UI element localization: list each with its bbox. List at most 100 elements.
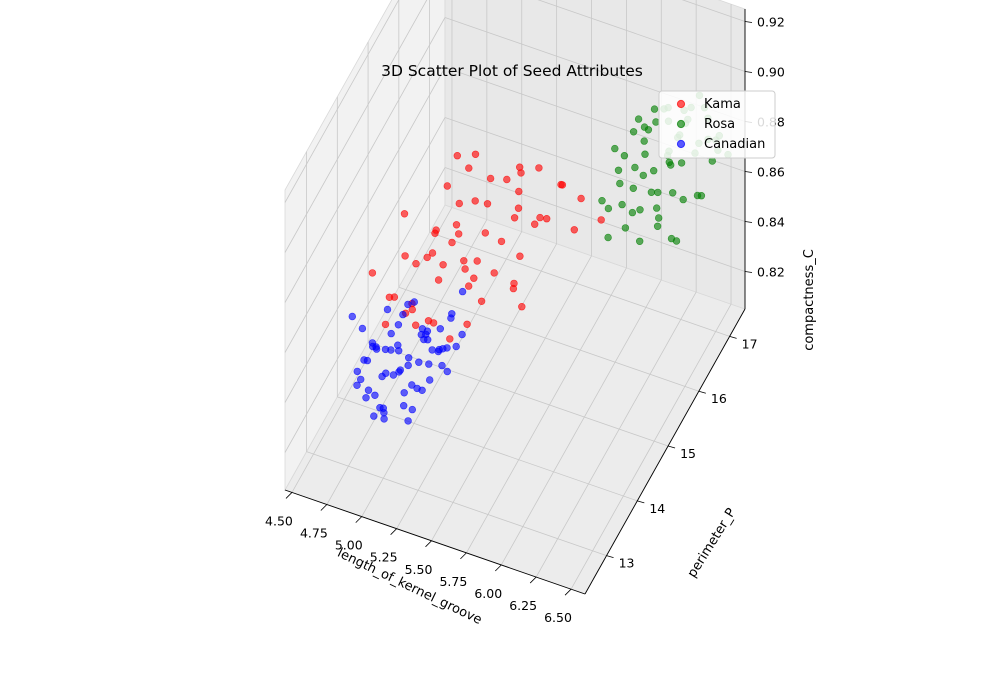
x-tick-label: 6.25 xyxy=(509,598,537,613)
data-point-rosa xyxy=(635,237,644,246)
legend-label-rosa: Rosa xyxy=(704,117,735,132)
data-point-kama xyxy=(518,303,526,311)
x-tick-mark xyxy=(494,564,502,572)
data-point-rosa xyxy=(636,206,644,214)
data-point-canadian xyxy=(380,415,388,423)
z-tick-mark xyxy=(744,71,753,73)
y-grid-line-floor xyxy=(306,451,607,557)
z-grid-line-back xyxy=(444,117,746,222)
data-point-kama xyxy=(412,260,420,268)
data-point-canadian xyxy=(443,367,451,376)
data-point-kama xyxy=(477,297,486,305)
data-point-rosa xyxy=(634,115,643,123)
data-point-kama xyxy=(570,226,578,234)
data-point-kama xyxy=(452,221,461,229)
data-point-kama xyxy=(368,269,377,277)
axis-panes xyxy=(284,0,746,595)
x-grid-line-floor xyxy=(431,255,592,541)
data-point-kama xyxy=(510,279,518,288)
data-point-rosa xyxy=(598,197,606,205)
data-point-kama xyxy=(434,276,443,284)
data-point-kama xyxy=(465,282,473,290)
legend-frame xyxy=(658,90,776,159)
legend-entry-kama: Kama xyxy=(676,97,741,112)
data-point-kama xyxy=(535,164,543,172)
data-point-canadian xyxy=(387,329,395,338)
data-point-rosa xyxy=(668,189,677,197)
data-point-canadian xyxy=(394,341,402,349)
x-tick-label: 6.00 xyxy=(474,586,502,601)
y-tick-mark xyxy=(606,555,614,559)
legend-marker-canadian xyxy=(676,139,686,149)
data-point-canadian xyxy=(358,324,367,333)
data-point-canadian xyxy=(405,354,413,362)
data-point-canadian xyxy=(425,360,433,368)
data-point-canadian xyxy=(378,372,386,381)
z-grid-line-back xyxy=(537,0,746,72)
data-point-kama xyxy=(453,152,461,160)
data-point-canadian xyxy=(399,310,407,319)
data-point-kama xyxy=(515,187,523,196)
data-point-kama xyxy=(423,253,431,262)
data-point-canadian xyxy=(436,325,444,333)
data-point-rosa xyxy=(665,158,673,167)
legend-marker-kama xyxy=(676,99,686,109)
data-point-rosa xyxy=(649,167,658,175)
z-tick-mark xyxy=(744,21,753,23)
data-point-canadian xyxy=(435,345,443,354)
legend-label-kama: Kama xyxy=(704,97,741,112)
x-tick-mark xyxy=(564,588,572,596)
data-point-canadian xyxy=(458,330,466,339)
z-tick-label: 0.86 xyxy=(757,165,785,180)
z-tick-label: 0.92 xyxy=(757,15,785,30)
axis-lines xyxy=(284,9,753,596)
data-point-canadian xyxy=(353,381,361,389)
data-point-canadian xyxy=(379,404,387,412)
data-point-rosa xyxy=(629,184,637,193)
data-point-kama xyxy=(432,226,440,234)
legend-label-canadian: Canadian xyxy=(704,137,765,152)
z-grid-line-back xyxy=(444,167,746,272)
data-point-rosa xyxy=(628,208,637,217)
data-point-kama xyxy=(460,257,468,265)
data-point-canadian xyxy=(410,298,418,306)
data-point-canadian xyxy=(370,412,378,420)
y-grid-line-floor xyxy=(429,232,730,337)
y-grid-line-floor xyxy=(398,286,699,392)
data-point-canadian xyxy=(422,330,430,339)
data-point-kama xyxy=(448,238,456,247)
y-tick-label: 17 xyxy=(742,336,758,351)
data-point-kama xyxy=(536,213,544,222)
data-point-kama xyxy=(486,174,495,183)
data-point-canadian xyxy=(364,386,373,394)
data-point-canadian xyxy=(443,344,451,352)
data-point-canadian xyxy=(418,386,426,394)
z-grid-line-wall xyxy=(284,0,400,203)
y-axis-line xyxy=(584,308,746,595)
data-point-canadian xyxy=(371,391,379,399)
data-point-rosa xyxy=(653,222,662,231)
y-tick-mark xyxy=(698,390,706,394)
x-tick-mark xyxy=(390,528,397,535)
data-point-canadian xyxy=(396,366,404,374)
data-point-rosa xyxy=(620,152,629,160)
y-tick-label: 15 xyxy=(680,446,696,461)
data-point-rosa xyxy=(614,166,623,175)
data-point-kama xyxy=(463,320,471,328)
y-tick-mark xyxy=(637,500,645,504)
x-tick-mark xyxy=(460,552,467,560)
x-tick-mark xyxy=(320,504,328,511)
data-point-kama xyxy=(497,237,506,246)
data-point-kama xyxy=(461,265,469,273)
data-point-canadian xyxy=(400,389,408,397)
data-point-rosa xyxy=(644,126,653,134)
data-point-rosa xyxy=(650,105,659,113)
tick-labels: 4.50 4.75 5.00 5.25 5.50 5.75 6.00 6.25 6.50 13 14… xyxy=(265,15,785,626)
z-grid-line-wall xyxy=(284,0,428,253)
data-point-rosa xyxy=(604,233,612,242)
series-canadian xyxy=(348,287,467,425)
legend-marker-rosa xyxy=(676,119,686,129)
data-point-canadian xyxy=(452,342,460,351)
data-point-canadian xyxy=(357,375,365,384)
data-point-kama xyxy=(577,194,585,203)
